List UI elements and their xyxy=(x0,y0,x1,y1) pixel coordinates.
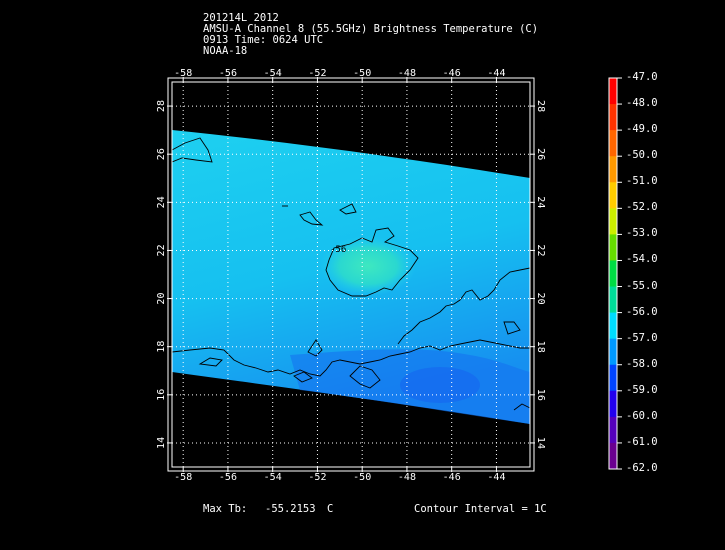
colorbar-segment xyxy=(609,390,617,418)
lon-label-bottom: -50 xyxy=(353,472,371,483)
colorbar-segment xyxy=(609,416,617,444)
title-line-1: 201214L 2012 xyxy=(203,12,279,24)
colorbar-label: -59.0 xyxy=(626,383,658,396)
lat-label-right: 28 xyxy=(535,100,546,112)
lon-label-top: -58 xyxy=(174,68,192,79)
lon-label-top: -46 xyxy=(443,68,461,79)
colorbar-segment xyxy=(609,312,617,340)
axis-ticks xyxy=(167,77,535,472)
colorbar xyxy=(608,77,622,470)
colorbar-frame xyxy=(608,77,618,470)
colorbar-segment xyxy=(609,130,617,157)
max-tb-unit: C xyxy=(327,503,334,515)
colorbar-segment xyxy=(609,442,617,470)
lon-label-top: -48 xyxy=(398,68,416,79)
lat-label-right: 24 xyxy=(535,196,546,208)
colorbar-label: -47.0 xyxy=(626,71,658,83)
lon-label-bottom: -54 xyxy=(264,472,282,483)
lon-label-top: -44 xyxy=(487,68,505,79)
lat-label-right: 18 xyxy=(535,341,546,353)
colorbar-label: -60.0 xyxy=(626,409,658,422)
colorbar-segment xyxy=(609,364,617,392)
lon-label-bottom: -52 xyxy=(308,472,326,483)
lat-label-left: 16 xyxy=(156,389,167,401)
colorbar-segment xyxy=(609,286,617,314)
colorbar-label: -48.0 xyxy=(626,97,658,110)
colorbar-segment xyxy=(609,208,617,235)
lat-label-right: 14 xyxy=(535,437,546,449)
warm-core xyxy=(320,236,416,296)
colorbar-label: -49.0 xyxy=(626,123,658,136)
colorbar-label: -51.0 xyxy=(626,175,658,188)
colorbar-label: -58.0 xyxy=(626,357,658,370)
lat-label-left: 26 xyxy=(156,148,167,160)
colorbar-label: -54.0 xyxy=(626,253,658,266)
colorbar-label: -61.0 xyxy=(626,435,658,448)
title-line-2: AMSU-A Channel 8 (55.5GHz) Brightness Te… xyxy=(203,23,539,35)
lon-label-bottom: -44 xyxy=(487,472,505,483)
title-line-4: NOAA-18 xyxy=(203,45,248,57)
max-tb-value: -55.2153 xyxy=(265,503,316,515)
colorbar-segment xyxy=(609,182,617,209)
contour-lines xyxy=(172,137,530,411)
axis-tick-labels: -58 -58 -56 -56 -54 -54 -52 -52 -50 -50 -48 -48 -46 -… xyxy=(156,68,546,483)
lon-label-bottom: -48 xyxy=(398,472,416,483)
colorbar-segment xyxy=(609,338,617,366)
cool-patch xyxy=(400,367,480,403)
colorbar-label: -53.0 xyxy=(626,227,658,240)
lat-label-right: 22 xyxy=(535,244,546,256)
colorbar-segment xyxy=(609,260,617,288)
lat-label-right: 26 xyxy=(535,148,546,160)
colorbar-segment xyxy=(609,78,617,105)
colorbar-label: -62.0 xyxy=(626,462,658,474)
lat-label-right: 20 xyxy=(535,293,546,305)
lat-label-left: 14 xyxy=(156,437,167,449)
lon-label-bottom: -46 xyxy=(443,472,461,483)
colorbar-segment xyxy=(609,156,617,183)
lat-label-left: 20 xyxy=(156,293,167,305)
lat-label-left: 22 xyxy=(156,244,167,256)
lon-label-top: -54 xyxy=(264,68,282,79)
colorbar-segment xyxy=(609,104,617,131)
colorbar-label: -57.0 xyxy=(626,331,658,344)
lat-label-left: 18 xyxy=(156,341,167,353)
lon-label-top: -50 xyxy=(353,68,371,79)
map-outer-frame xyxy=(167,77,535,472)
lon-label-top: -56 xyxy=(219,68,237,79)
colorbar-label: -52.0 xyxy=(626,201,658,214)
title-line-3: 0913 Time: 0624 UTC xyxy=(203,34,324,46)
contour-label: -56 xyxy=(330,245,346,255)
colorbar-segment xyxy=(609,234,617,261)
grid-lines xyxy=(172,82,530,467)
map-frame xyxy=(171,81,531,468)
lat-label-left: 28 xyxy=(156,100,167,112)
lat-label-left: 24 xyxy=(156,196,167,208)
colorbar-label: -56.0 xyxy=(626,305,658,318)
lon-label-top: -52 xyxy=(308,68,326,79)
lon-label-bottom: -58 xyxy=(174,472,192,483)
colorbar-label: -55.0 xyxy=(626,279,658,292)
lat-label-right: 16 xyxy=(535,389,546,401)
colorbar-label: -50.0 xyxy=(626,149,658,162)
contour-interval: Contour Interval = 1C xyxy=(414,503,547,515)
max-tb-label: Max Tb: xyxy=(203,503,248,515)
lon-label-bottom: -56 xyxy=(219,472,237,483)
